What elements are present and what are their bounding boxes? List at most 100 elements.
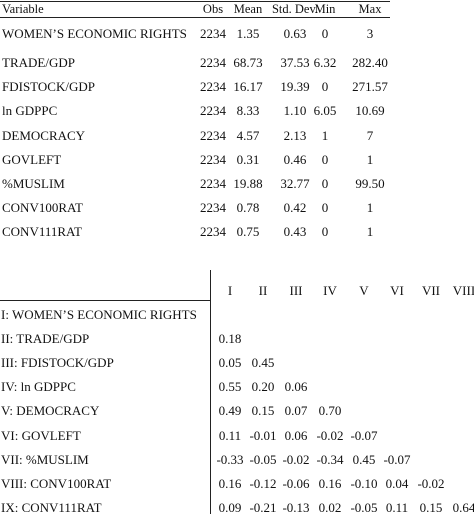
- matrix-row-label: IX: CONV111RAT: [1, 500, 102, 515]
- matrix-row-label: II: TRADE/GDP: [1, 331, 90, 346]
- matrix-cell: 0.16: [218, 476, 242, 491]
- matrix-cell: -0.07: [383, 452, 411, 467]
- row-variable: GOVLEFT: [2, 152, 62, 167]
- table-rule-top: [0, 1, 390, 2]
- row-max: 1: [366, 224, 374, 239]
- matrix-vertical-rule: [210, 270, 211, 514]
- row-std-dev: 32.77: [280, 176, 310, 191]
- row-max: 3: [366, 26, 374, 41]
- row-min: 0: [321, 79, 329, 94]
- header-variable: Variable: [2, 2, 44, 16]
- row-max: 282.40: [352, 55, 388, 70]
- matrix-column-header: VII: [421, 283, 441, 298]
- row-min: 0: [321, 200, 329, 215]
- matrix-cell: -0.06: [282, 476, 310, 491]
- matrix-cell: -0.05: [350, 500, 378, 515]
- matrix-cell: 0.02: [318, 500, 342, 515]
- row-mean: 8.33: [236, 103, 260, 118]
- matrix-column-header: IV: [323, 283, 337, 298]
- table-rule-header: [0, 17, 390, 18]
- matrix-row-label: VIII: CONV100RAT: [1, 476, 112, 491]
- row-obs: 2234: [200, 152, 226, 167]
- row-max: 271.57: [352, 79, 388, 94]
- matrix-cell: -0.33: [216, 452, 244, 467]
- row-mean: 16.17: [233, 79, 263, 94]
- row-min: 6.05: [313, 103, 337, 118]
- matrix-horizontal-rule: [0, 300, 210, 301]
- row-std-dev: 2.13: [283, 128, 307, 143]
- matrix-cell: 0.15: [419, 500, 443, 515]
- matrix-cell: 0.16: [318, 476, 342, 491]
- matrix-cell: 0.45: [251, 355, 275, 370]
- matrix-cell: 0.04: [385, 476, 409, 491]
- matrix-cell: 0.18: [218, 331, 242, 346]
- row-variable: FDISTOCK/GDP: [2, 79, 95, 94]
- matrix-cell: -0.02: [282, 452, 310, 467]
- row-mean: 0.78: [236, 200, 260, 215]
- row-min: 0: [321, 152, 329, 167]
- row-std-dev: 0.42: [283, 200, 307, 215]
- matrix-cell: 0.09: [218, 500, 242, 515]
- matrix-cell: 0.64: [452, 500, 474, 515]
- header-std-dev: Std. Dev.: [271, 2, 319, 16]
- matrix-cell: 0.11: [218, 428, 242, 443]
- row-max: 1: [366, 152, 374, 167]
- matrix-cell: 0.05: [218, 355, 242, 370]
- matrix-cell: -0.01: [249, 428, 277, 443]
- matrix-column-header: I: [227, 283, 233, 298]
- matrix-cell: -0.07: [350, 428, 378, 443]
- header-mean: Mean: [233, 2, 263, 16]
- matrix-cell: 0.70: [318, 403, 342, 418]
- row-std-dev: 1.10: [283, 103, 307, 118]
- row-max: 99.50: [355, 176, 385, 191]
- matrix-cell: 0.07: [284, 403, 308, 418]
- row-std-dev: 0.46: [283, 152, 307, 167]
- row-std-dev: 0.63: [283, 26, 307, 41]
- row-obs: 2234: [200, 176, 226, 191]
- matrix-cell: -0.05: [249, 452, 277, 467]
- row-variable: ln GDPPC: [2, 103, 58, 118]
- row-mean: 68.73: [233, 55, 263, 70]
- row-min: 0: [321, 26, 329, 41]
- row-min: 0: [321, 224, 329, 239]
- row-std-dev: 37.53: [280, 55, 310, 70]
- matrix-column-header: VI: [390, 283, 404, 298]
- matrix-column-header: V: [359, 283, 369, 298]
- matrix-cell: -0.02: [417, 476, 445, 491]
- matrix-cell: 0.20: [251, 379, 275, 394]
- matrix-cell: 0.06: [284, 428, 308, 443]
- row-mean: 4.57: [236, 128, 260, 143]
- matrix-cell: -0.12: [249, 476, 277, 491]
- header-max: Max: [358, 2, 382, 16]
- row-obs: 2234: [200, 224, 226, 239]
- row-obs: 2234: [200, 55, 226, 70]
- row-obs: 2234: [200, 103, 226, 118]
- matrix-column-header: VIII: [452, 283, 474, 298]
- row-variable: DEMOCRACY: [2, 128, 86, 143]
- matrix-cell: -0.13: [282, 500, 310, 515]
- row-max: 7: [366, 128, 374, 143]
- matrix-cell: -0.10: [350, 476, 378, 491]
- row-std-dev: 0.43: [283, 224, 307, 239]
- matrix-row-label: VI: GOVLEFT: [1, 428, 81, 443]
- matrix-cell: 0.11: [385, 500, 409, 515]
- row-variable: CONV100RAT: [2, 200, 83, 215]
- row-obs: 2234: [200, 26, 226, 41]
- row-obs: 2234: [200, 79, 226, 94]
- row-mean: 1.35: [236, 26, 260, 41]
- row-min: 1: [321, 128, 329, 143]
- matrix-cell: 0.06: [284, 379, 308, 394]
- matrix-cell: -0.21: [249, 500, 277, 515]
- matrix-cell: -0.34: [316, 452, 344, 467]
- row-std-dev: 19.39: [280, 79, 310, 94]
- row-max: 1: [366, 200, 374, 215]
- matrix-cell: 0.49: [218, 403, 242, 418]
- row-variable: WOMEN’S ECONOMIC RIGHTS: [2, 26, 187, 41]
- row-max: 10.69: [355, 103, 385, 118]
- row-obs: 2234: [200, 200, 226, 215]
- matrix-column-header: II: [258, 283, 268, 298]
- row-obs: 2234: [200, 128, 226, 143]
- row-variable: TRADE/GDP: [2, 55, 75, 70]
- matrix-column-header: III: [289, 283, 303, 298]
- matrix-cell: 0.15: [251, 403, 275, 418]
